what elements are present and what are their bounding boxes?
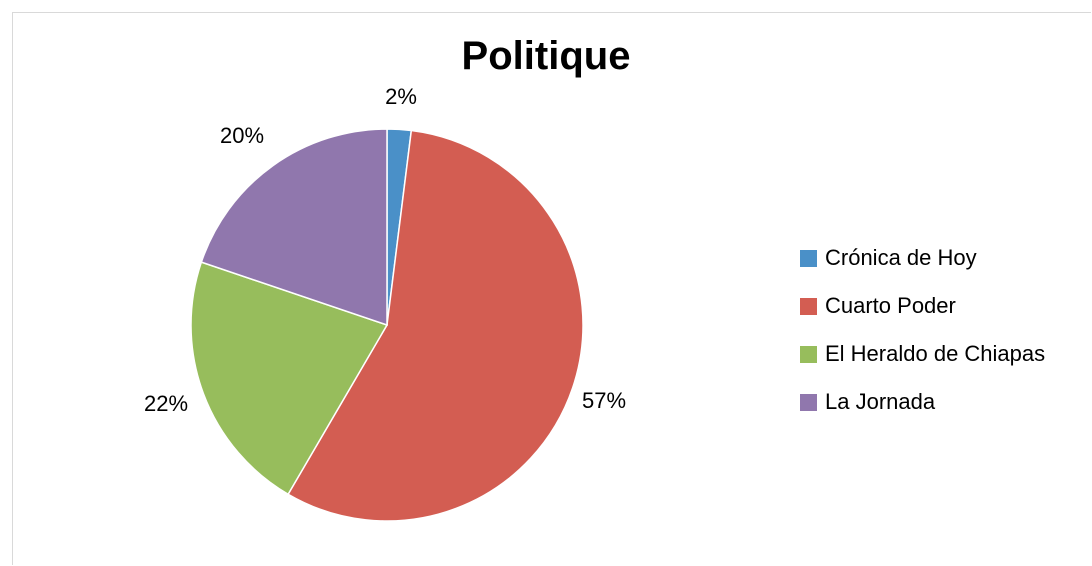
legend-label-3: La Jornada <box>825 389 936 414</box>
pie-slice-1 <box>287 129 584 522</box>
legend-label-0: Crónica de Hoy <box>825 245 977 270</box>
chart-title: Politique <box>461 34 631 78</box>
legend: Crónica de Hoy Cuarto Poder El Heraldo de … <box>800 240 1085 432</box>
legend-item-0: Crónica de Hoy <box>800 240 1085 276</box>
legend-label-1: Cuarto Poder <box>825 293 956 318</box>
legend-item-3: La Jornada <box>800 384 1085 420</box>
pie-slice-2 <box>190 261 389 496</box>
legend-swatch-1 <box>800 297 817 315</box>
legend-label-2: El Heraldo de Chiapas <box>825 341 1046 366</box>
data-label-1: 57% <box>582 388 626 413</box>
data-label-0: 2% <box>385 84 417 109</box>
legend-item-1: Cuarto Poder <box>800 288 1085 324</box>
legend-item-2: El Heraldo de Chiapas <box>800 336 1085 372</box>
data-label-3: 20% <box>220 123 264 148</box>
legend-swatch-2 <box>800 345 817 363</box>
chart-frame <box>12 12 1091 565</box>
legend-swatch-0 <box>800 249 817 267</box>
pie-slice-3 <box>200 128 388 327</box>
data-label-2: 22% <box>144 391 188 416</box>
legend-swatch-3 <box>800 393 817 411</box>
